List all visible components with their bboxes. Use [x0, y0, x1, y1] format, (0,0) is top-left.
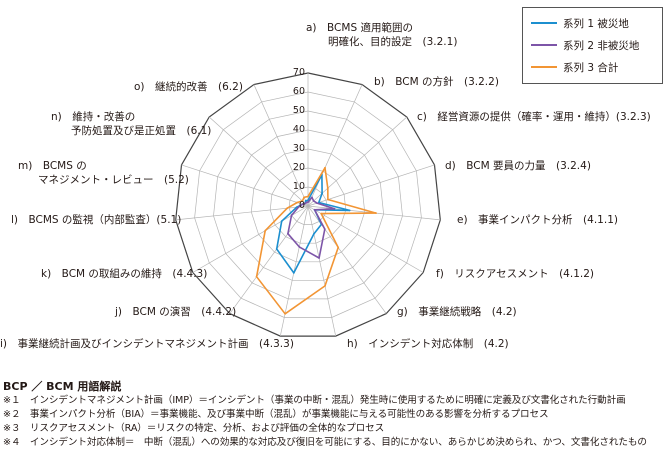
series-2-point-3	[316, 202, 318, 205]
axis-label-c: c) 経営資源の提供（確率・運用・維持）(3.2.3)	[417, 111, 651, 123]
series-2-point-8	[298, 246, 301, 248]
axis-label-b: b) BCM の方針 (3.2.2)	[374, 76, 499, 88]
series-3-point-9	[255, 275, 258, 278]
series-2-point-5	[313, 208, 316, 211]
series-2-point-10	[290, 214, 293, 217]
axis-label-l: l) BCMS の監視（内部監査）(5.1)	[11, 214, 182, 226]
axis-spoke-13	[208, 116, 309, 207]
series-3-point-3	[327, 198, 329, 201]
legend-label-series-2: 系列 2 非被災地	[563, 40, 640, 52]
legend-item-series-1: 系列 1 被災地	[531, 17, 629, 31]
series-line-2	[287, 196, 336, 259]
series-2-point-11	[297, 206, 300, 208]
radar-grid	[175, 72, 441, 337]
series-3-point-8	[284, 312, 286, 315]
radar-series	[255, 166, 377, 315]
glossary-notes: BCP ／ BCM 用語解説 ※１ インシデントマネジメント計画（IMP）＝イン…	[3, 379, 667, 450]
series-2-point-6	[323, 228, 326, 231]
axis-label-a: a) BCMS 適用範囲の 明確化、目的設定 (3.2.1)	[306, 22, 458, 48]
series-3-point-13	[301, 200, 304, 202]
tick-label-20: 20	[292, 162, 305, 173]
tick-label-70: 70	[292, 67, 305, 78]
series-3-point-5	[320, 212, 323, 215]
series-3-point-2	[326, 187, 329, 190]
series-3-point-14	[303, 196, 305, 199]
tick-label-10: 10	[292, 181, 305, 192]
grid-ring-40	[232, 129, 384, 281]
series-1-point-7	[313, 233, 315, 235]
glossary-note-1: ※１ インシデントマネジメント計画（IMP）＝インシデント（事業の中断・混乱）発…	[3, 395, 626, 406]
series-1-point-8	[292, 272, 295, 274]
series-3-point-6	[337, 246, 340, 249]
series-3-point-10	[264, 229, 267, 232]
axis-label-n: n) 維持・改善の 予防処置及び是正処置 (6.1)	[51, 111, 212, 137]
axis-label-k: k) BCM の取組みの維持 (4.4.3)	[41, 268, 208, 280]
series-1-point-9	[275, 248, 278, 250]
glossary-title: BCP ／ BCM 用語解説	[3, 380, 122, 393]
glossary-note-3: ※３ リスクアセスメント（RA）＝リスクの特定、分析、および評価の全体的なプロセ…	[3, 423, 385, 434]
axis-spoke-1	[307, 84, 363, 207]
axis-label-e: e) 事業インパクト分析 (4.1.1)	[457, 214, 618, 226]
series-1-point-4	[348, 209, 351, 212]
axis-spoke-12	[181, 164, 309, 207]
legend-line-series-2	[531, 44, 557, 46]
series-2-point-12	[301, 203, 304, 206]
glossary-note-4: ※４ インシデント対応体制＝ 中断（混乱）への効果的な対応及び復旧を可能にする、…	[3, 437, 647, 448]
axis-label-o: o) 継続的改善 (6.2)	[134, 81, 243, 93]
axis-spoke-9	[229, 205, 309, 314]
tick-label-50: 50	[292, 105, 305, 116]
axis-label-i: i) 事業継続計画及びインシデントマネジメント計画 (4.3.3)	[0, 338, 294, 350]
axis-label-f: f) リスクアセスメント (4.1.2)	[436, 268, 594, 280]
axis-spoke-14	[253, 84, 309, 207]
series-2-point-9	[287, 232, 289, 235]
series-3-point-11	[286, 207, 289, 210]
axis-label-d: d) BCM 要員の力量 (3.2.4)	[445, 160, 591, 172]
series-3-point-1	[324, 166, 326, 169]
series-3-point-4	[375, 212, 377, 215]
series-3-point-7	[324, 285, 326, 287]
tick-label-40: 40	[292, 124, 305, 135]
series-2-point-4	[333, 207, 336, 210]
grid-ring-60	[194, 91, 422, 318]
series-2-point-7	[318, 257, 320, 259]
axis-spoke-5	[307, 205, 424, 273]
legend-line-series-1	[531, 22, 557, 24]
axis-label-m: m) BCMS のマネジメント・レビュー (5.2)	[18, 160, 189, 186]
legend-item-series-3: 系列 3 合計	[531, 61, 618, 75]
glossary-note-2: ※２ 事業インパクト分析（BIA）＝事業機能、及び事業中断（混乱）が事業機能に与…	[3, 409, 549, 420]
grid-ring-10	[288, 186, 328, 225]
series-3-point-0	[307, 195, 309, 198]
axis-spoke-11	[175, 205, 309, 221]
legend-label-series-1: 系列 1 被災地	[563, 18, 629, 30]
series-2-point-13	[304, 202, 307, 205]
series-2-point-0	[307, 201, 309, 204]
tick-label-60: 60	[292, 86, 305, 97]
chart-legend: 系列 1 被災地 系列 2 非被災地 系列 3 合計	[522, 7, 663, 84]
grid-ring-70	[175, 72, 441, 337]
legend-item-series-2: 系列 2 非被災地	[531, 39, 639, 53]
grid-ring-50	[213, 110, 403, 300]
axis-spoke-10	[192, 205, 309, 273]
series-2-point-1	[311, 196, 313, 199]
series-1-point-10	[280, 220, 283, 223]
axis-label-g: g) 事業継続戦略 (4.2)	[397, 306, 517, 318]
axis-label-h: h) インシデント対応体制 (4.2)	[347, 338, 509, 350]
series-1-point-14	[304, 199, 307, 202]
axis-spoke-2	[307, 116, 408, 207]
series-line-3	[255, 167, 377, 315]
grid-ring-20	[269, 167, 347, 244]
axis-spoke-7	[307, 205, 337, 337]
legend-label-series-3: 系列 3 合計	[563, 62, 619, 74]
series-3-point-12	[296, 201, 299, 204]
series-2-point-14	[305, 201, 308, 204]
series-1-point-2	[321, 192, 323, 195]
legend-line-series-3	[531, 66, 557, 68]
axis-label-j: j) BCM の演習 (4.4.2)	[115, 306, 237, 318]
tick-label-0: 0	[298, 200, 305, 211]
tick-label-30: 30	[292, 143, 305, 154]
grid-ring-30	[250, 148, 366, 263]
series-2-point-2	[312, 200, 315, 202]
